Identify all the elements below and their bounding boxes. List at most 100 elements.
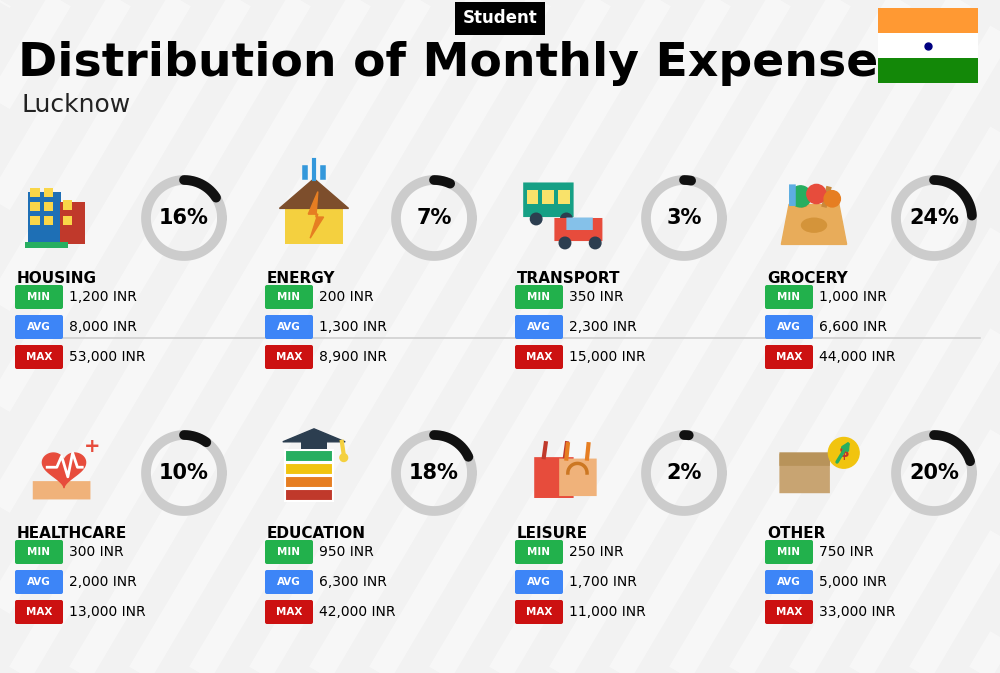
Text: 10%: 10% <box>159 463 209 483</box>
Text: 6,300 INR: 6,300 INR <box>319 575 387 589</box>
FancyBboxPatch shape <box>523 182 574 217</box>
FancyBboxPatch shape <box>265 345 313 369</box>
Text: 15,000 INR: 15,000 INR <box>569 350 646 364</box>
Text: 300 INR: 300 INR <box>69 545 124 559</box>
Text: MIN: MIN <box>278 292 300 302</box>
FancyBboxPatch shape <box>30 202 40 211</box>
FancyBboxPatch shape <box>15 570 63 594</box>
FancyBboxPatch shape <box>554 218 602 241</box>
Text: AVG: AVG <box>777 322 801 332</box>
Text: 2%: 2% <box>666 463 702 483</box>
FancyBboxPatch shape <box>44 202 53 211</box>
FancyBboxPatch shape <box>542 190 554 204</box>
Text: HOUSING: HOUSING <box>17 271 97 286</box>
FancyBboxPatch shape <box>779 454 830 493</box>
Circle shape <box>340 454 348 462</box>
Text: 3%: 3% <box>666 208 702 228</box>
FancyBboxPatch shape <box>265 285 313 309</box>
Circle shape <box>589 237 601 249</box>
Text: 16%: 16% <box>159 208 209 228</box>
Text: AVG: AVG <box>277 322 301 332</box>
Text: ENERGY: ENERGY <box>267 271 336 286</box>
FancyBboxPatch shape <box>285 209 343 244</box>
Circle shape <box>828 437 859 468</box>
Text: MAX: MAX <box>526 607 552 617</box>
Circle shape <box>790 186 811 207</box>
FancyBboxPatch shape <box>765 345 813 369</box>
Text: MAX: MAX <box>526 352 552 362</box>
FancyBboxPatch shape <box>63 215 72 225</box>
Text: LEISURE: LEISURE <box>517 526 588 541</box>
Text: MIN: MIN <box>28 292 50 302</box>
FancyBboxPatch shape <box>15 285 63 309</box>
Text: 11,000 INR: 11,000 INR <box>569 605 646 619</box>
Text: Distribution of Monthly Expenses: Distribution of Monthly Expenses <box>18 40 906 85</box>
Text: MAX: MAX <box>776 352 802 362</box>
Text: AVG: AVG <box>527 577 551 587</box>
FancyBboxPatch shape <box>285 464 333 475</box>
Text: AVG: AVG <box>777 577 801 587</box>
FancyBboxPatch shape <box>285 450 333 462</box>
Circle shape <box>530 213 542 225</box>
FancyBboxPatch shape <box>265 600 313 624</box>
FancyBboxPatch shape <box>30 188 40 197</box>
FancyBboxPatch shape <box>559 458 597 496</box>
FancyBboxPatch shape <box>765 315 813 339</box>
Text: 1,000 INR: 1,000 INR <box>819 290 887 304</box>
Text: Lucknow: Lucknow <box>22 93 131 117</box>
Text: EDUCATION: EDUCATION <box>267 526 366 541</box>
FancyBboxPatch shape <box>878 33 978 58</box>
Polygon shape <box>42 453 86 487</box>
Text: 44,000 INR: 44,000 INR <box>819 350 896 364</box>
Text: AVG: AVG <box>277 577 301 587</box>
Text: MAX: MAX <box>776 607 802 617</box>
Text: 24%: 24% <box>909 208 959 228</box>
Text: 53,000 INR: 53,000 INR <box>69 350 146 364</box>
Text: +: + <box>84 437 100 456</box>
FancyBboxPatch shape <box>789 184 796 206</box>
Text: 42,000 INR: 42,000 INR <box>319 605 396 619</box>
Text: OTHER: OTHER <box>767 526 825 541</box>
Text: 1,200 INR: 1,200 INR <box>69 290 137 304</box>
Text: 33,000 INR: 33,000 INR <box>819 605 896 619</box>
FancyBboxPatch shape <box>515 315 563 339</box>
Text: 7%: 7% <box>416 208 452 228</box>
FancyBboxPatch shape <box>515 285 563 309</box>
Text: MIN: MIN <box>28 547 50 557</box>
Polygon shape <box>279 178 349 209</box>
Text: MIN: MIN <box>778 547 800 557</box>
FancyBboxPatch shape <box>779 452 830 466</box>
FancyBboxPatch shape <box>28 192 61 244</box>
FancyBboxPatch shape <box>515 570 563 594</box>
Text: 6,600 INR: 6,600 INR <box>819 320 887 334</box>
Text: HEALTHCARE: HEALTHCARE <box>17 526 127 541</box>
FancyBboxPatch shape <box>765 570 813 594</box>
Polygon shape <box>781 205 847 244</box>
FancyBboxPatch shape <box>534 457 574 498</box>
Text: 8,000 INR: 8,000 INR <box>69 320 137 334</box>
Text: AVG: AVG <box>27 322 51 332</box>
FancyBboxPatch shape <box>558 190 570 204</box>
FancyBboxPatch shape <box>765 600 813 624</box>
FancyBboxPatch shape <box>515 345 563 369</box>
Ellipse shape <box>801 217 827 233</box>
FancyBboxPatch shape <box>765 540 813 564</box>
FancyBboxPatch shape <box>15 540 63 564</box>
FancyBboxPatch shape <box>33 481 90 499</box>
FancyBboxPatch shape <box>15 315 63 339</box>
Text: 1,300 INR: 1,300 INR <box>319 320 387 334</box>
FancyBboxPatch shape <box>301 438 327 449</box>
FancyBboxPatch shape <box>265 315 313 339</box>
Text: 1,700 INR: 1,700 INR <box>569 575 637 589</box>
Text: AVG: AVG <box>527 322 551 332</box>
FancyBboxPatch shape <box>30 215 40 225</box>
FancyBboxPatch shape <box>265 570 313 594</box>
FancyBboxPatch shape <box>60 202 85 244</box>
Text: 2,000 INR: 2,000 INR <box>69 575 137 589</box>
FancyBboxPatch shape <box>44 188 53 197</box>
Text: 20%: 20% <box>909 463 959 483</box>
FancyBboxPatch shape <box>878 58 978 83</box>
FancyBboxPatch shape <box>285 489 333 501</box>
FancyBboxPatch shape <box>63 201 72 210</box>
Text: MIN: MIN <box>528 292 550 302</box>
